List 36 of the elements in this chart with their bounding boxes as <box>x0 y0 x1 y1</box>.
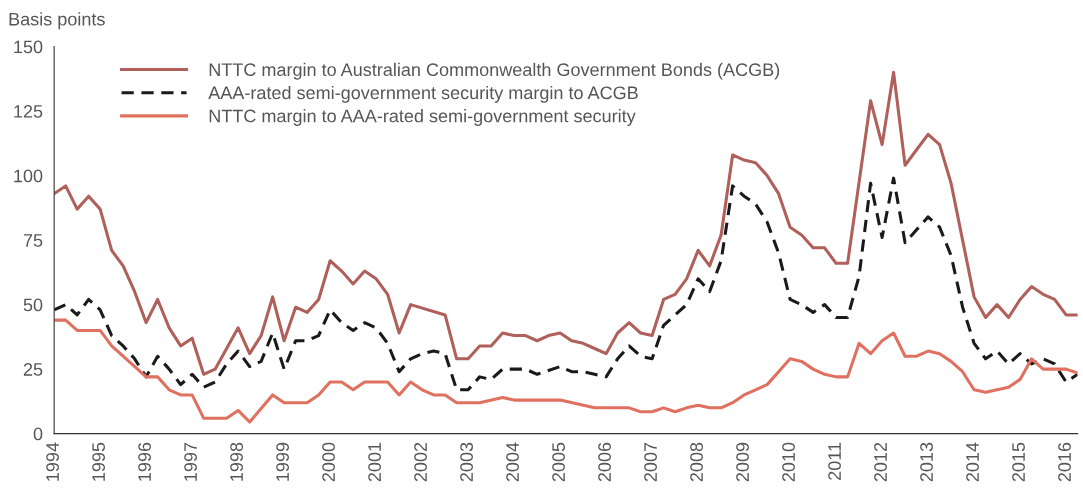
legend-label: AAA-rated semi-government security margin to ACGB <box>208 85 638 103</box>
x-tick-label: 1995 <box>92 442 105 481</box>
x-tick-label: 2005 <box>552 442 565 482</box>
x-tick-label: 1998 <box>230 442 243 481</box>
x-tick-label: 2013 <box>920 442 933 482</box>
line-series <box>54 318 1078 424</box>
x-tick-label: 1997 <box>184 442 197 481</box>
x-tick-label: 1994 <box>46 442 59 481</box>
legend-label: NTTC margin to Australian Commonwealth Government Bonds (ACGB) <box>209 62 780 80</box>
y-axis-title: Basis points <box>9 12 105 30</box>
y-tick-label: 150 <box>14 40 43 54</box>
y-tick-label: 50 <box>23 298 43 312</box>
x-tick-label: 2010 <box>782 442 795 482</box>
y-tick-label: 125 <box>14 105 43 118</box>
x-tick-label: 2002 <box>414 442 427 482</box>
x-tick-label: 2004 <box>506 442 519 482</box>
x-tick-label: 2008 <box>690 442 703 482</box>
x-tick-label: 2012 <box>874 442 887 482</box>
x-tick-label: 2007 <box>644 442 657 482</box>
x-tick-label: 1996 <box>138 442 151 481</box>
x-tick-label: 2000 <box>322 442 335 482</box>
y-tick-label: 25 <box>23 363 43 376</box>
x-tick-label: 2001 <box>368 442 381 482</box>
x-tick-label: 2006 <box>598 442 611 482</box>
x-tick-label: 2003 <box>460 442 473 482</box>
y-tick-label: 0 <box>33 427 43 441</box>
x-tick-label: 2015 <box>1012 442 1025 482</box>
legend-label: NTTC margin to AAA-rated semi-government security <box>209 109 636 126</box>
x-tick-label: 1999 <box>276 442 289 481</box>
y-tick-label: 100 <box>14 169 43 183</box>
x-tick-label: 2014 <box>966 442 979 482</box>
x-tick-label: 2009 <box>736 442 749 482</box>
line-series <box>54 176 1078 392</box>
y-tick-label: 75 <box>23 234 43 247</box>
x-tick-label: 2016 <box>1058 442 1071 482</box>
x-tick-label: 2011 <box>828 442 841 480</box>
